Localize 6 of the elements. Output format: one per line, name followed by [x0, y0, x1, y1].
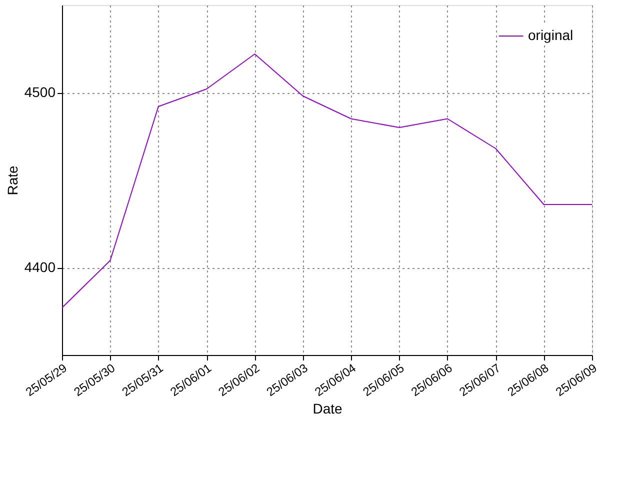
y-tick-label: 4500 — [24, 84, 56, 100]
y-tick-label: 4400 — [24, 259, 56, 275]
line-series — [62, 54, 592, 308]
x-axis-title: Date — [312, 400, 342, 416]
legend-label: original — [528, 27, 574, 43]
y-axis-title: Rate — [4, 166, 20, 196]
